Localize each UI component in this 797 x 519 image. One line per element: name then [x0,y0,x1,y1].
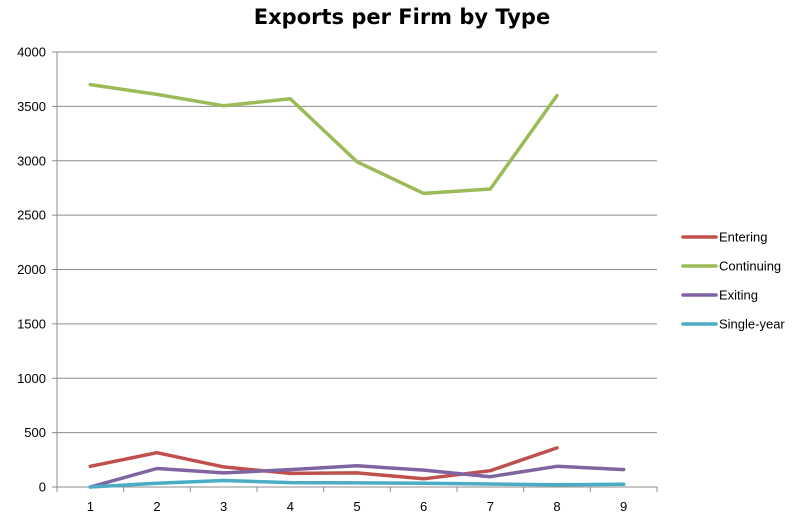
legend-label: Single-year [719,317,785,332]
y-tick-label: 2000 [17,262,46,277]
legend-label: Entering [719,230,767,245]
x-tick-label: 5 [353,499,360,514]
chart-title: Exports per Firm by Type [254,5,550,29]
legend-item-single-year: Single-year [681,317,785,332]
x-tick-label: 8 [553,499,560,514]
y-tick-label: 1500 [17,316,46,331]
y-tick-label: 4000 [17,45,46,60]
y-tick-label: 3000 [17,153,46,168]
x-tick-label: 3 [220,499,227,514]
x-tick-label: 4 [287,499,294,514]
x-tick-label: 1 [87,499,94,514]
gridlines [57,51,657,434]
legend-label: Continuing [719,259,781,274]
x-tick-label: 7 [487,499,494,514]
x-tick-label: 9 [620,499,627,514]
y-tick-label: 2500 [17,208,46,223]
legend-item-entering: Entering [681,230,767,245]
y-tick-label: 500 [24,425,46,440]
series-line-continuing [88,82,559,196]
series-lines [88,82,626,489]
legend-item-exiting: Exiting [681,288,758,303]
y-tick-label: 1000 [17,371,46,386]
x-tick-label: 6 [420,499,427,514]
axes: 0 500 1000 1500 2000 2500 3000 3500 4000 1 2 3 4 5 6 7 8… [17,45,658,514]
series-line-exiting [88,464,626,489]
y-tick-label: 3500 [17,99,46,114]
y-tick-label: 0 [39,480,46,495]
legend: Entering Continuing Exiting Single-year [681,230,785,332]
series-line-entering [88,446,559,481]
legend-label: Exiting [719,288,758,303]
series-line-single-year [88,478,626,489]
legend-item-continuing: Continuing [681,259,781,274]
x-tick-label: 2 [153,499,160,514]
